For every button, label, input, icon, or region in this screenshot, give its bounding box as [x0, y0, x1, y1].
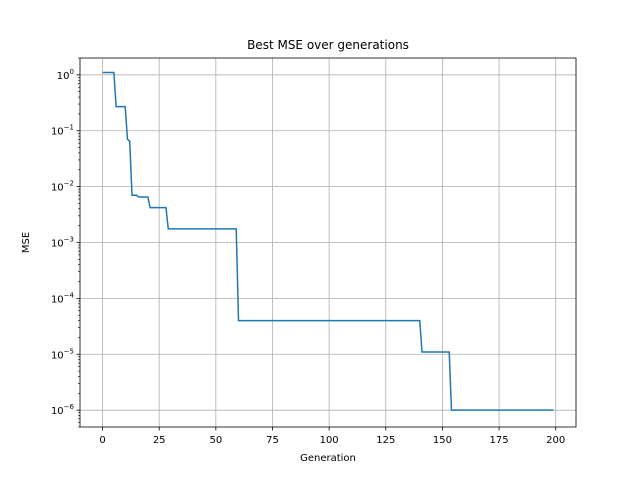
x-tick-label: 200: [546, 435, 565, 446]
line-layer: [102, 71, 554, 411]
y-tick-label: 10−5: [51, 347, 74, 361]
y-tick-label: 10−1: [51, 124, 74, 138]
grid-layer: [80, 58, 576, 427]
y-tick-label: 100: [57, 68, 74, 82]
x-tick-label: 175: [490, 435, 509, 446]
y-tick-label: 10−2: [51, 180, 74, 194]
tick-layer: 0 25 50 75 100 125 150 175 200 100 10−1 10−2 10−3 10−…: [51, 57, 565, 446]
y-axis-label: MSE: [21, 232, 32, 253]
x-tick-label: 25: [153, 435, 166, 446]
x-axis-label: Generation: [300, 453, 356, 464]
y-tick-label: 10−6: [51, 403, 75, 417]
x-tick-label: 100: [320, 435, 339, 446]
chart-title: Best MSE over generations: [247, 38, 409, 52]
x-tick-label: 75: [266, 435, 279, 446]
x-tick-label: 0: [99, 435, 105, 446]
x-tick-label: 50: [209, 435, 222, 446]
y-tick-label: 10−4: [51, 291, 75, 305]
x-tick-label: 150: [433, 435, 452, 446]
series-line: [102, 71, 554, 411]
x-tick-label: 125: [376, 435, 395, 446]
y-tick-label: 10−3: [51, 236, 74, 250]
